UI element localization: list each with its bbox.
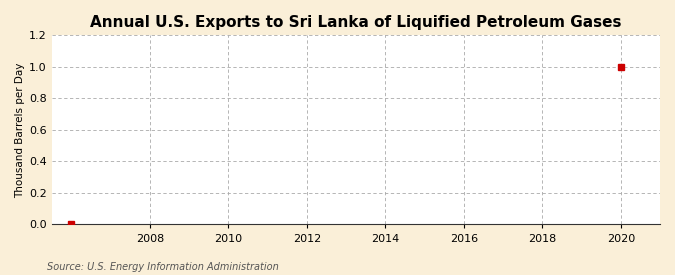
Title: Annual U.S. Exports to Sri Lanka of Liquified Petroleum Gases: Annual U.S. Exports to Sri Lanka of Liqu… <box>90 15 622 30</box>
Text: Source: U.S. Energy Information Administration: Source: U.S. Energy Information Administ… <box>47 262 279 272</box>
Y-axis label: Thousand Barrels per Day: Thousand Barrels per Day <box>15 62 25 198</box>
